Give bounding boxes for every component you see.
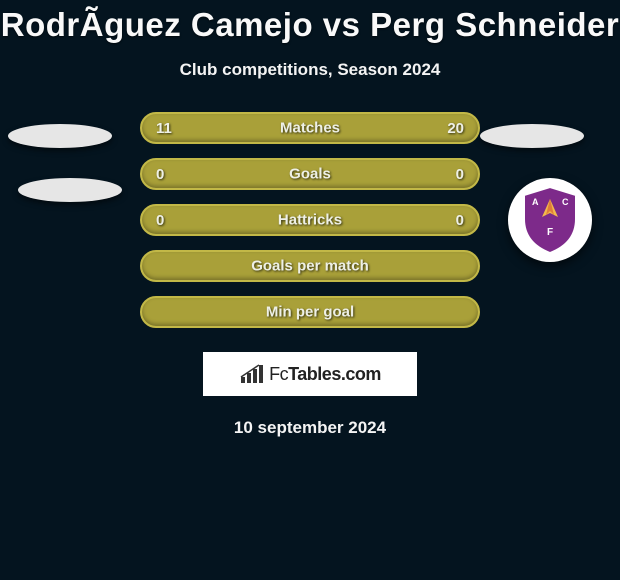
svg-text:C: C [562, 197, 569, 207]
stat-value-right: 20 [444, 120, 464, 137]
bars-icon [239, 363, 265, 385]
club-left-disc-1 [8, 124, 112, 148]
stat-row: Min per goal [140, 296, 480, 328]
stat-value-right: 0 [444, 166, 464, 183]
stat-value-left: 0 [156, 166, 176, 183]
stat-value-left: 11 [156, 120, 176, 137]
stat-bar: 11 20 [140, 112, 480, 144]
page-title: RodrÃ­guez Camejo vs Perg Schneider [0, 0, 620, 44]
club-right-disc [480, 124, 584, 148]
shield-icon: A C F [520, 185, 580, 255]
logo-box: FcTables.com [203, 352, 417, 396]
stat-value-left: 0 [156, 212, 176, 229]
date-text: 10 september 2024 [0, 418, 620, 438]
svg-text:A: A [532, 197, 539, 207]
stat-row: 00Hattricks [140, 204, 480, 236]
stat-value-right: 0 [444, 212, 464, 229]
stat-row: 00Goals [140, 158, 480, 190]
stat-row: Goals per match [140, 250, 480, 282]
club-badge: A C F [508, 178, 592, 262]
stat-bar: 00 [140, 204, 480, 236]
svg-text:F: F [547, 227, 553, 238]
subtitle: Club competitions, Season 2024 [0, 60, 620, 80]
stat-row: 1120Matches [140, 112, 480, 144]
logo-text: FcTables.com [269, 364, 381, 385]
stat-bar: 00 [140, 158, 480, 190]
club-left-disc-2 [18, 178, 122, 202]
stat-bar [140, 250, 480, 282]
stat-bar [140, 296, 480, 328]
